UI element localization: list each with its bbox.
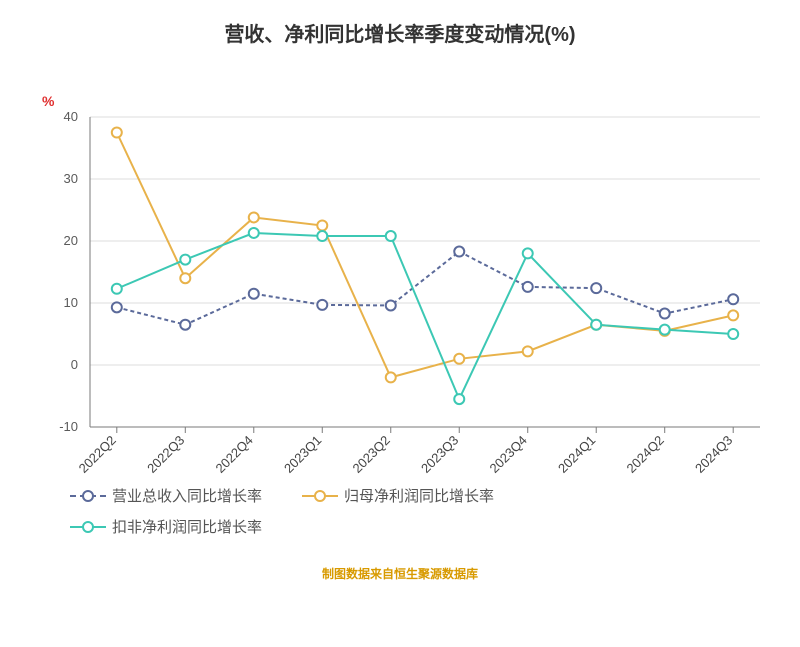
- series-marker-adj_net_profit: [591, 320, 601, 330]
- series-marker-adj_net_profit: [728, 329, 738, 339]
- y-tick-label: -10: [59, 419, 78, 434]
- x-tick-label: 2022Q3: [144, 433, 187, 476]
- y-tick-label: 0: [71, 357, 78, 372]
- x-tick-label: 2022Q4: [213, 433, 256, 476]
- series-marker-revenue: [660, 309, 670, 319]
- legend: 营业总收入同比增长率 归母净利润同比增长率扣非净利润同比增长率: [70, 485, 710, 537]
- data-source-footer: 制图数据来自恒生聚源数据库: [0, 565, 800, 582]
- series-marker-net_profit: [728, 310, 738, 320]
- series-marker-revenue: [728, 294, 738, 304]
- series-marker-net_profit: [454, 354, 464, 364]
- series-marker-revenue: [591, 283, 601, 293]
- x-tick-label: 2024Q3: [692, 433, 735, 476]
- series-marker-adj_net_profit: [523, 248, 533, 258]
- series-marker-net_profit: [112, 128, 122, 138]
- series-marker-adj_net_profit: [249, 228, 259, 238]
- legend-label: 营业总收入同比增长率: [112, 485, 262, 506]
- y-tick-label: 10: [64, 295, 78, 310]
- x-tick-label: 2023Q1: [281, 433, 324, 476]
- legend-item-revenue: 营业总收入同比增长率: [70, 485, 262, 506]
- x-tick-label: 2024Q1: [555, 433, 598, 476]
- series-marker-revenue: [112, 302, 122, 312]
- series-marker-adj_net_profit: [180, 255, 190, 265]
- chart-container: 营收、净利同比增长率季度变动情况(%) % -10 0 10 20 30 40 2022Q2…: [0, 0, 800, 600]
- y-tick-label: 20: [64, 233, 78, 248]
- series-marker-revenue: [317, 300, 327, 310]
- legend-symbol: [70, 489, 106, 503]
- x-tick-label: 2023Q4: [487, 433, 530, 476]
- series-marker-revenue: [180, 320, 190, 330]
- x-tick-label: 2023Q3: [418, 433, 461, 476]
- series-line-net_profit: [117, 133, 733, 378]
- series-marker-revenue: [249, 289, 259, 299]
- series-marker-adj_net_profit: [112, 284, 122, 294]
- x-tick-label: 2022Q2: [76, 433, 119, 476]
- series-marker-net_profit: [386, 372, 396, 382]
- series-marker-revenue: [386, 300, 396, 310]
- series-marker-net_profit: [249, 212, 259, 222]
- x-tick-label: 2024Q2: [624, 433, 667, 476]
- legend-item-net_profit: 归母净利润同比增长率: [302, 485, 494, 506]
- series-marker-net_profit: [180, 273, 190, 283]
- y-tick-label: 30: [64, 171, 78, 186]
- series-marker-adj_net_profit: [317, 231, 327, 241]
- series-marker-revenue: [454, 247, 464, 257]
- legend-symbol: [70, 520, 106, 534]
- series-marker-net_profit: [317, 221, 327, 231]
- series-line-revenue: [117, 252, 733, 325]
- series-marker-adj_net_profit: [386, 231, 396, 241]
- chart-svg: -10 0 10 20 30 40 2022Q2 2022Q3 2022Q4 2023Q1 2023…: [0, 47, 800, 647]
- legend-label: 归母净利润同比增长率: [344, 485, 494, 506]
- legend-symbol: [302, 489, 338, 503]
- y-axis-unit: %: [42, 93, 54, 109]
- legend-label: 扣非净利润同比增长率: [112, 516, 262, 537]
- series-marker-net_profit: [523, 346, 533, 356]
- series-marker-adj_net_profit: [454, 394, 464, 404]
- chart-title: 营收、净利同比增长率季度变动情况(%): [0, 0, 800, 47]
- y-tick-label: 40: [64, 109, 78, 124]
- legend-item-adj_net_profit: 扣非净利润同比增长率: [70, 516, 262, 537]
- series-marker-adj_net_profit: [660, 325, 670, 335]
- series-marker-revenue: [523, 282, 533, 292]
- x-tick-label: 2023Q2: [350, 433, 393, 476]
